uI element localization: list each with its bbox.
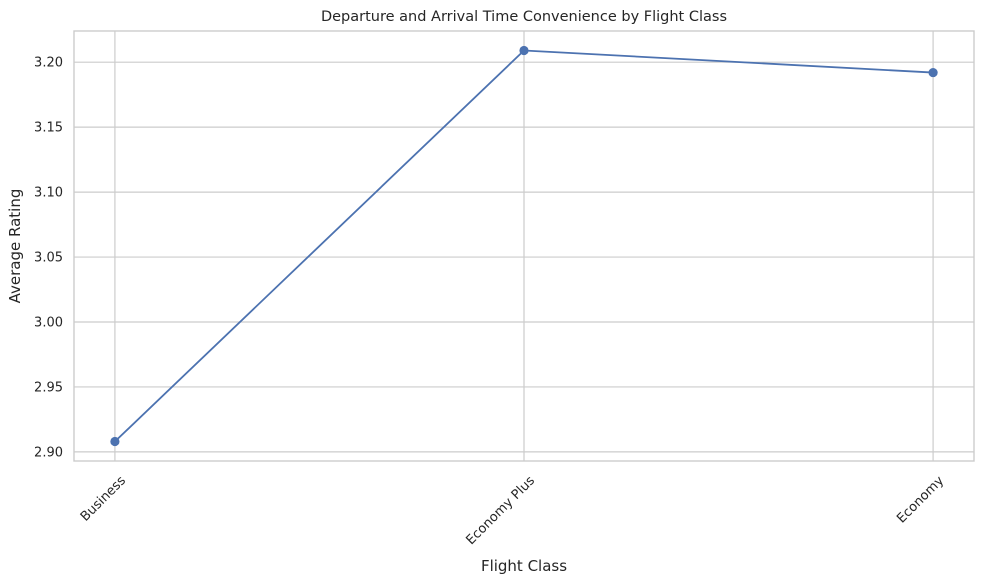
grid	[74, 31, 974, 461]
y-tick-label: 3.10	[34, 186, 63, 201]
y-tick-label: 2.90	[34, 445, 63, 460]
data-point	[928, 67, 938, 78]
plot-area-frame	[73, 30, 975, 462]
x-tick-label: Economy Plus	[463, 473, 538, 548]
y-tick-label: 3.00	[34, 315, 63, 330]
y-tick-label: 3.15	[34, 121, 63, 136]
x-axis-ticks: Business Economy Plus Economy	[78, 473, 948, 548]
series-layer	[110, 45, 938, 447]
y-axis-label: Average Rating	[6, 189, 24, 304]
data-point	[519, 45, 529, 56]
x-tick-label: Business	[78, 473, 129, 524]
y-tick-label: 3.20	[34, 56, 63, 71]
x-tick-label: Economy	[894, 473, 947, 526]
y-tick-label: 2.95	[34, 380, 63, 395]
y-tick-label: 3.05	[34, 251, 63, 266]
data-point	[110, 436, 120, 447]
chart-title: Departure and Arrival Time Convenience b…	[321, 9, 727, 25]
y-axis-ticks: 2.90 2.95 3.00 3.05 3.10 3.15 3.20	[34, 56, 63, 461]
x-axis-label: Flight Class	[481, 557, 567, 575]
